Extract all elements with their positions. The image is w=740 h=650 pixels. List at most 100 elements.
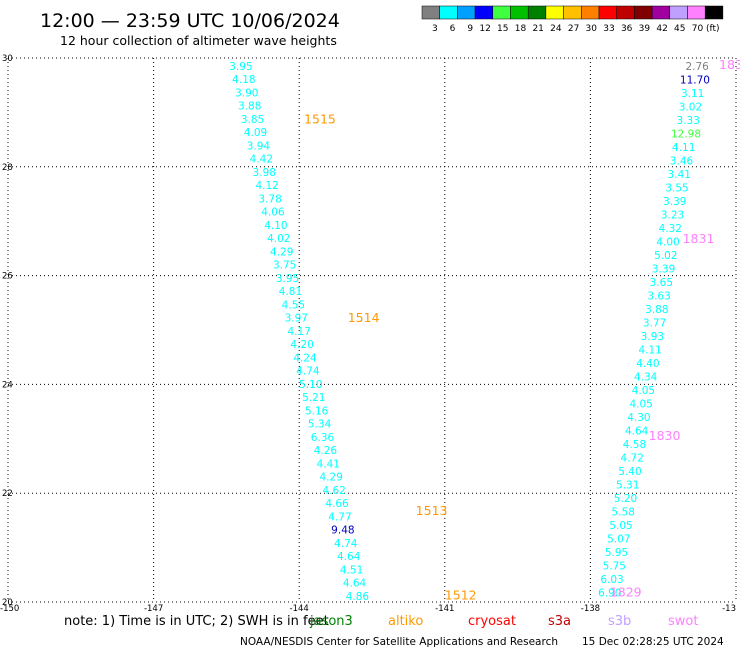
wave-height-value: 3.39 [652, 264, 675, 276]
legend-label: 27 [568, 24, 579, 34]
color-legend: 3 6 9 12 15 18 21 24 27 30 33 36 39 42 45 70 [421, 5, 724, 34]
wave-height-value: 4.02 [267, 233, 290, 245]
wave-height-value: 4.62 [322, 485, 345, 497]
legend-label: 3 [432, 24, 438, 34]
wave-height-value: 4.40 [636, 358, 659, 370]
wave-height-value: 6.90 [598, 588, 621, 600]
wave-height-value: 9.48 [331, 525, 354, 537]
legend-label: 12 [479, 24, 490, 34]
wave-height-value: 4.10 [264, 220, 287, 232]
wave-height-value: 4.29 [270, 246, 293, 258]
wave-height-value: 5.10 [299, 379, 322, 391]
legend-label: 6 [450, 24, 456, 34]
legend-swatch [421, 5, 440, 20]
wave-height-value: 5.34 [308, 419, 332, 431]
wave-height-value: 4.64 [343, 578, 367, 590]
wave-height-value: 3.63 [647, 291, 670, 303]
wave-height-value: 4.72 [621, 453, 644, 465]
wave-height-value: 5.58 [612, 507, 635, 519]
y-tick-label: 24 [2, 380, 13, 390]
wave-height-value: 4.64 [337, 551, 361, 563]
wave-height-value: 4.51 [340, 564, 363, 576]
wave-height-value: 4.30 [627, 412, 650, 424]
legend-swatch [457, 5, 476, 20]
wave-height-value: 3.88 [645, 304, 668, 316]
legend-swatch [634, 5, 653, 20]
wave-height-value: 3.75 [273, 260, 296, 272]
wave-height-value: 4.20 [290, 339, 313, 351]
satellite-name: jason3 [309, 614, 353, 629]
wave-height-value: 5.02 [654, 250, 677, 262]
pass-time-label: 1831 [683, 231, 715, 246]
legend-label: 18 [515, 24, 527, 34]
wave-height-value: 6.36 [311, 432, 335, 444]
wave-height-value: 4.74 [296, 366, 320, 378]
satellite-legend: jason3 altiko cryosat s3a s3b swot [309, 614, 698, 629]
wave-height-value: 4.09 [244, 127, 267, 139]
wave-height-value: 4.18 [232, 74, 255, 86]
legend-label: 39 [639, 24, 651, 34]
y-tick-label: 28 [2, 163, 13, 173]
wave-height-value: 3.77 [643, 318, 666, 330]
wave-height-value: 3.94 [247, 140, 271, 152]
footer-note: note: 1) Time is in UTC; 2) SWH is in fe… [64, 614, 329, 629]
wave-height-value: 4.17 [288, 326, 311, 338]
legend-label: 30 [586, 24, 598, 34]
wave-height-value: 4.77 [328, 511, 351, 523]
wave-height-value: 3.93 [641, 331, 664, 343]
wave-height-value: 3.98 [253, 167, 276, 179]
pass-time-label: 1829 [610, 585, 642, 600]
wave-height-value: 3.33 [677, 115, 700, 127]
wave-height-value: 3.78 [258, 193, 281, 205]
satellite-name: altiko [388, 614, 423, 629]
page-subtitle: 12 hour collection of altimeter wave hei… [60, 33, 337, 48]
x-tick-label: -147 [144, 604, 163, 614]
legend-swatch [687, 5, 706, 20]
wave-height-value: 5.16 [305, 405, 329, 417]
legend-label: 9 [467, 24, 473, 34]
satellite-name: s3b [608, 614, 631, 629]
pass-time-labels: 1515 1514 1513 1512 1832 1831 1830 1829 [304, 57, 740, 602]
map-grid [7, 57, 737, 603]
wave-height-value: 3.55 [665, 182, 688, 194]
legend-swatch [545, 5, 564, 20]
wave-height-value: 4.11 [638, 345, 661, 357]
wave-height-value: 5.20 [614, 493, 637, 505]
legend-swatch [669, 5, 688, 20]
y-tick-label: 30 [2, 54, 13, 64]
wave-height-value: 3.39 [663, 196, 686, 208]
wave-height-value: 3.85 [241, 114, 264, 126]
legend-swatch [704, 5, 724, 20]
x-tick-label: -138 [581, 604, 600, 614]
legend-swatch [616, 5, 635, 20]
wave-height-value: 4.24 [293, 352, 317, 364]
wave-height-value: 3.23 [661, 209, 684, 221]
legend-swatch [651, 5, 671, 20]
wave-height-value: 4.05 [632, 385, 655, 397]
legend-label: 21 [532, 24, 543, 34]
satellite-name: cryosat [468, 614, 516, 629]
wave-height-value: 4.41 [317, 458, 340, 470]
x-tick-label: -150 [0, 604, 19, 614]
wave-height-value: 2.76 [685, 61, 709, 73]
legend-unit: (ft) [706, 24, 720, 34]
footer-credit: NOAA/NESDIS Center for Satellite Applica… [240, 636, 558, 648]
legend-label: 36 [621, 24, 633, 34]
satellite-name: swot [668, 614, 698, 629]
legend-swatch [563, 5, 582, 20]
wave-height-value: 5.21 [302, 392, 325, 404]
wave-height-value: 11.70 [680, 74, 710, 86]
wave-height-value: 5.31 [616, 480, 639, 492]
legend-swatch [527, 5, 547, 20]
wave-height-value: 4.06 [261, 207, 285, 219]
wave-height-value: 3.97 [285, 313, 308, 325]
legend-swatch [492, 5, 511, 20]
satellite-tracks: 3.954.183.903.883.854.093.944.423.984.12… [229, 61, 710, 603]
wave-height-value: 4.64 [625, 426, 649, 438]
y-tick-label: 22 [2, 489, 13, 499]
pass-time-label: 1832 [719, 57, 740, 72]
wave-height-value: 5.75 [603, 561, 626, 573]
legend-swatch [439, 5, 458, 20]
pass-time-label: 1514 [348, 310, 380, 325]
